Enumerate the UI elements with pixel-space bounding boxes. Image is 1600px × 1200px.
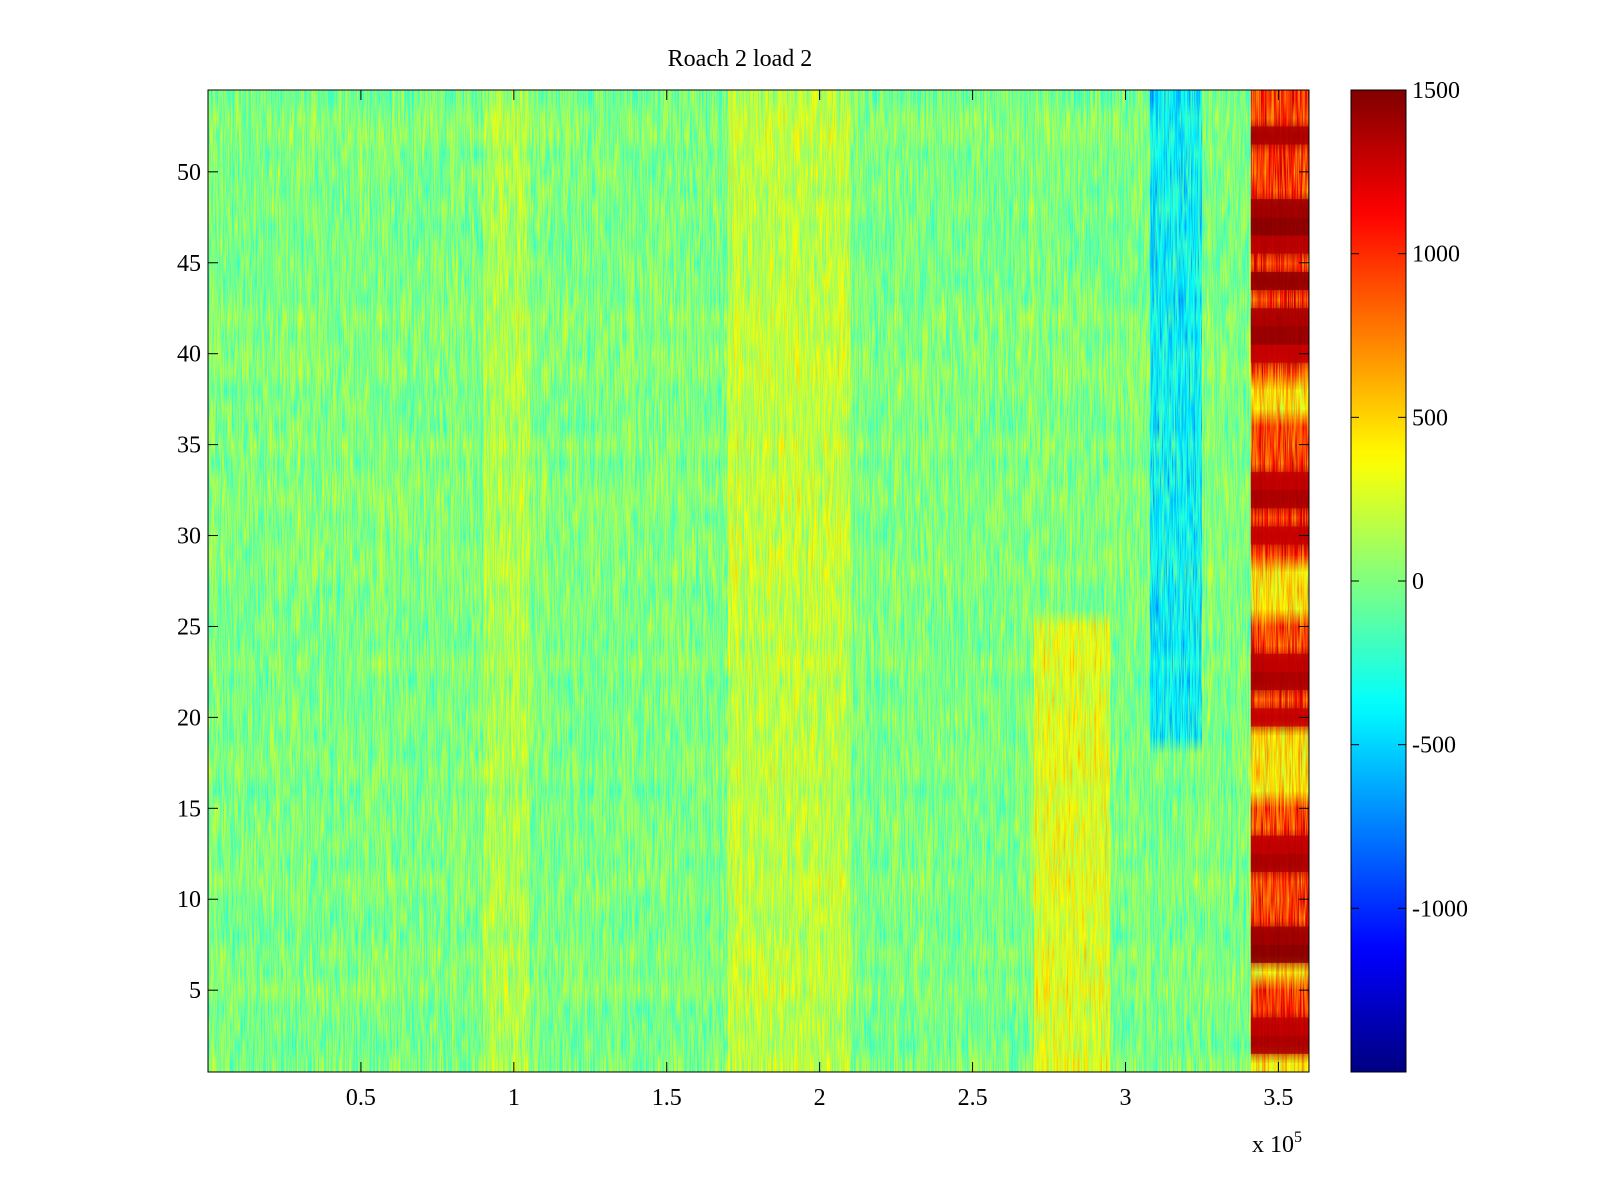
- x-multiplier: x 105: [1252, 1129, 1302, 1158]
- saturated-row-band: [1250, 944, 1309, 963]
- y-axis: 5 10 15 20 25 30 35 40 45 50: [177, 160, 1309, 1004]
- colorbar-tick-label: 0: [1412, 569, 1424, 595]
- saturated-row-band: [1250, 835, 1309, 854]
- x-multiplier-base: x 10: [1252, 1132, 1294, 1158]
- heatmap-plot-area: [207, 89, 1310, 1073]
- saturated-row-band: [1250, 526, 1309, 545]
- colorbar-tick-label: 1000: [1412, 242, 1460, 268]
- y-tick-label: 25: [177, 614, 201, 640]
- saturated-row-band: [1250, 235, 1309, 254]
- plot-frame: [207, 89, 1310, 1073]
- chart-title: Roach 2 load 2: [668, 46, 813, 72]
- y-tick-label: 10: [177, 887, 201, 913]
- colorbar-ticks: 1500 1000 500 0 -500 -1000: [1351, 78, 1468, 922]
- saturated-row-band: [1250, 1035, 1309, 1054]
- saturated-row-band: [1250, 653, 1309, 672]
- saturated-row-band: [1250, 671, 1309, 691]
- heatmap-image: [208, 90, 1309, 1072]
- x-axis: 0.5 1 1.5 2 2.5 3 3.5: [346, 90, 1293, 1111]
- saturated-row-band: [1250, 344, 1309, 363]
- saturated-row-band: [1250, 271, 1309, 291]
- heatmap-saturated-rows: [1250, 126, 1309, 1054]
- saturated-row-band: [1250, 126, 1309, 145]
- y-tick-label: 40: [177, 342, 201, 368]
- colorbar-tick-label: -500: [1412, 733, 1456, 759]
- colorbar-tick-label: -1000: [1412, 896, 1468, 922]
- colorbar-gradient: [1351, 90, 1406, 1072]
- colorbar: 1500 1000 500 0 -500 -1000: [1350, 78, 1468, 1073]
- x-tick-label: 1: [508, 1085, 520, 1111]
- saturated-row-band: [1250, 708, 1309, 727]
- saturated-row-band: [1250, 199, 1309, 218]
- saturated-row-band: [1250, 926, 1309, 945]
- saturated-row-band: [1250, 308, 1309, 327]
- x-tick-label: 0.5: [346, 1085, 376, 1111]
- saturated-row-band: [1250, 1017, 1309, 1036]
- y-tick-label: 5: [189, 978, 201, 1004]
- x-tick-label: 2: [814, 1085, 826, 1111]
- saturated-row-band: [1250, 217, 1309, 236]
- saturated-row-band: [1250, 490, 1309, 509]
- colorbar-tick-label: 500: [1412, 405, 1448, 431]
- y-tick-label: 30: [177, 524, 201, 550]
- y-tick-label: 50: [177, 160, 201, 186]
- saturated-row-band: [1250, 853, 1309, 872]
- saturated-row-band: [1250, 326, 1309, 345]
- y-tick-label: 20: [177, 705, 201, 731]
- y-tick-label: 45: [177, 251, 201, 277]
- x-tick-label: 2.5: [958, 1085, 988, 1111]
- svg-text:x 105: x 105: [1252, 1129, 1302, 1158]
- x-multiplier-exponent: 5: [1294, 1129, 1302, 1146]
- x-tick-label: 3.5: [1263, 1085, 1293, 1111]
- y-tick-label: 15: [177, 796, 201, 822]
- saturated-row-band: [1250, 471, 1309, 491]
- y-tick-label: 35: [177, 433, 201, 459]
- x-tick-label: 1.5: [652, 1085, 682, 1111]
- colorbar-tick-label: 1500: [1412, 78, 1460, 104]
- x-tick-label: 3: [1120, 1085, 1132, 1111]
